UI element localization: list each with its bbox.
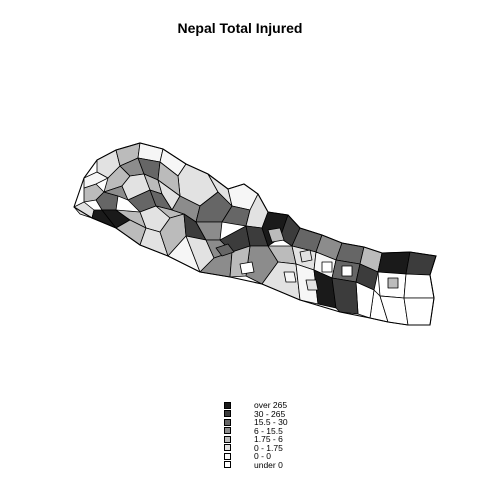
legend-swatch (224, 427, 231, 434)
legend: over 265 30 - 265 15.5 - 30 6 - 15.5 1.75 - … (224, 401, 314, 469)
district-polygon (74, 202, 94, 218)
district-polygon (332, 278, 358, 314)
legend-item: under 0 (224, 461, 314, 470)
district-polygon (342, 266, 352, 276)
district-polygon (388, 278, 398, 288)
district-polygon (284, 272, 296, 282)
legend-swatch (224, 444, 231, 451)
legend-label: under 0 (254, 461, 283, 470)
district-layer (74, 143, 436, 325)
district-polygon (404, 298, 434, 325)
district-polygon (404, 274, 434, 298)
district-polygon (300, 250, 312, 262)
district-polygon (378, 252, 410, 274)
legend-swatch (224, 461, 231, 468)
legend-swatch (224, 453, 231, 460)
legend-swatch (224, 410, 231, 417)
district-polygon (322, 262, 332, 272)
district-polygon (306, 280, 318, 290)
district-polygon (240, 262, 254, 274)
legend-swatch (224, 402, 231, 409)
legend-swatch (224, 419, 231, 426)
legend-swatch (224, 436, 231, 443)
